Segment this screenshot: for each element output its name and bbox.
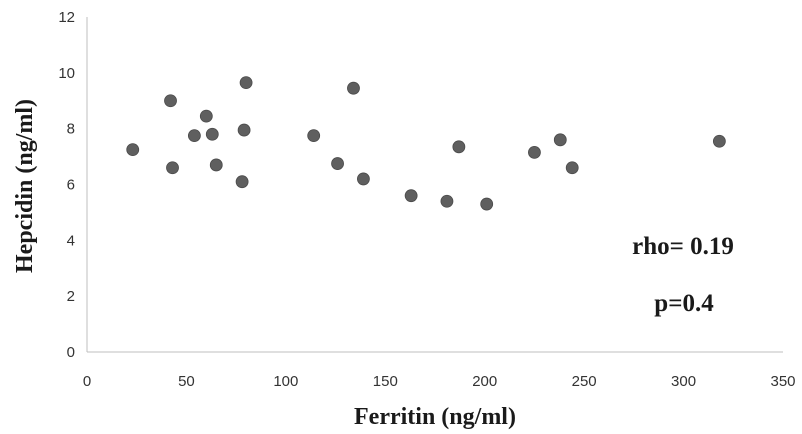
x-tick-label: 50 bbox=[178, 373, 195, 390]
y-axis-title: Hepcidin (ng/ml) bbox=[12, 99, 38, 273]
y-tick-label: 10 bbox=[58, 65, 75, 82]
data-point bbox=[205, 127, 219, 141]
x-tick-labels: 0 50 100 150 200 250 300 350 bbox=[83, 373, 796, 390]
data-point bbox=[199, 109, 213, 123]
x-tick-label: 150 bbox=[373, 373, 398, 390]
x-tick-label: 200 bbox=[472, 373, 497, 390]
x-tick-label: 250 bbox=[572, 373, 597, 390]
data-point bbox=[565, 161, 579, 175]
y-tick-label: 2 bbox=[67, 288, 75, 305]
data-point bbox=[712, 134, 726, 148]
data-point bbox=[235, 175, 249, 189]
data-point bbox=[528, 145, 541, 159]
x-tick-label: 300 bbox=[671, 373, 696, 390]
data-point bbox=[166, 161, 179, 175]
data-point bbox=[357, 172, 370, 186]
rho-annotation: rho= 0.19 bbox=[632, 233, 734, 260]
data-point bbox=[239, 76, 253, 90]
y-tick-label: 0 bbox=[67, 344, 75, 361]
y-tick-label: 4 bbox=[67, 232, 75, 249]
data-point bbox=[440, 194, 454, 208]
x-tick-label: 0 bbox=[83, 373, 91, 390]
data-point bbox=[331, 157, 344, 170]
data-point bbox=[187, 129, 201, 143]
data-point bbox=[553, 133, 567, 147]
data-point bbox=[452, 140, 466, 154]
y-tick-labels: 0 2 4 6 8 10 12 bbox=[58, 9, 75, 361]
y-tick-label: 6 bbox=[67, 177, 75, 194]
x-tick-label: 350 bbox=[770, 373, 795, 390]
y-tick-label: 12 bbox=[58, 9, 75, 26]
data-point bbox=[347, 81, 360, 95]
x-tick-label: 100 bbox=[273, 373, 298, 390]
x-axis-title: Ferritin (ng/ml) bbox=[354, 404, 516, 430]
data-point bbox=[237, 123, 251, 137]
data-points bbox=[126, 76, 726, 211]
data-point bbox=[126, 143, 140, 157]
y-tick-label: 8 bbox=[67, 121, 75, 138]
data-point bbox=[164, 94, 177, 108]
data-point bbox=[480, 197, 494, 211]
p-value-annotation: p=0.4 bbox=[654, 290, 714, 317]
data-point bbox=[307, 129, 321, 143]
data-point bbox=[404, 189, 418, 203]
data-point bbox=[209, 158, 223, 172]
